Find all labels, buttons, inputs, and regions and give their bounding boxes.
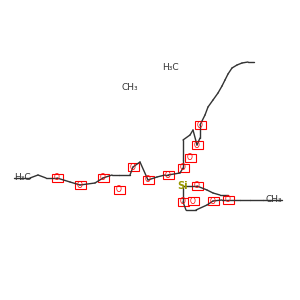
FancyBboxPatch shape xyxy=(113,186,124,194)
Text: O: O xyxy=(145,176,151,184)
FancyBboxPatch shape xyxy=(191,141,203,149)
Text: O: O xyxy=(130,163,136,172)
Text: O: O xyxy=(187,154,193,163)
FancyBboxPatch shape xyxy=(194,121,206,129)
Text: O: O xyxy=(165,170,171,179)
Text: H₃C: H₃C xyxy=(162,62,178,71)
Text: O: O xyxy=(116,185,122,194)
Text: O: O xyxy=(194,140,200,149)
FancyBboxPatch shape xyxy=(142,176,154,184)
Text: H₃C: H₃C xyxy=(14,173,31,182)
Text: O: O xyxy=(77,181,83,190)
FancyBboxPatch shape xyxy=(74,181,86,189)
FancyBboxPatch shape xyxy=(163,171,173,179)
FancyBboxPatch shape xyxy=(191,182,203,190)
FancyBboxPatch shape xyxy=(178,164,188,172)
Text: O: O xyxy=(194,182,200,190)
Text: CH₃: CH₃ xyxy=(122,83,139,92)
Text: O: O xyxy=(190,196,196,206)
Text: O: O xyxy=(100,173,106,182)
FancyBboxPatch shape xyxy=(223,196,233,204)
Text: O: O xyxy=(180,164,186,172)
FancyBboxPatch shape xyxy=(184,154,196,162)
Text: CH₃: CH₃ xyxy=(266,196,282,205)
FancyBboxPatch shape xyxy=(98,174,109,182)
Text: Si: Si xyxy=(178,181,188,191)
Text: O: O xyxy=(197,121,203,130)
Text: O: O xyxy=(180,197,186,206)
FancyBboxPatch shape xyxy=(128,163,139,171)
FancyBboxPatch shape xyxy=(52,174,62,182)
Text: O: O xyxy=(225,196,231,205)
Text: O: O xyxy=(210,196,216,206)
Text: O: O xyxy=(54,173,60,182)
FancyBboxPatch shape xyxy=(188,197,199,205)
FancyBboxPatch shape xyxy=(178,198,188,206)
FancyBboxPatch shape xyxy=(208,197,218,205)
